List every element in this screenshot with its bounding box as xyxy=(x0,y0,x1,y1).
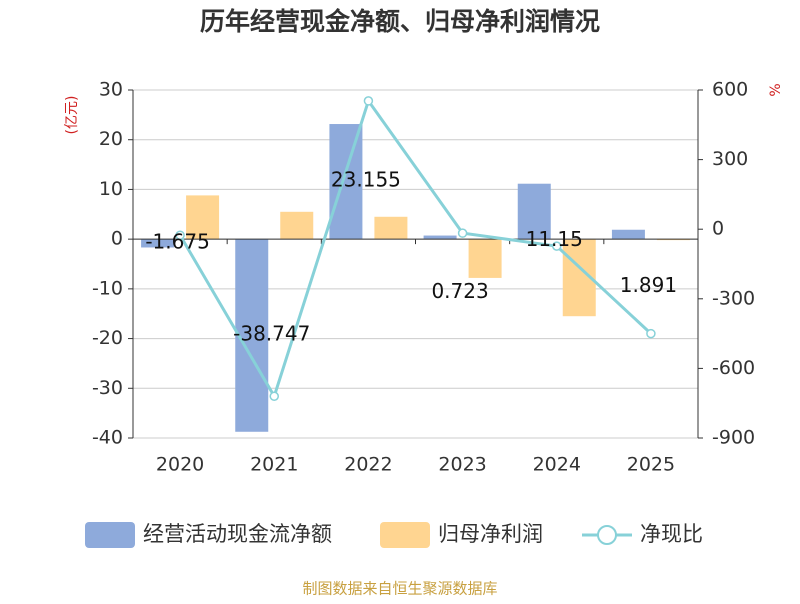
y-tick-label: 10 xyxy=(99,178,123,200)
legend-item: 净现比 xyxy=(582,522,703,546)
bar xyxy=(423,235,457,240)
legend-swatch xyxy=(380,522,430,548)
y-tick-label: 30 xyxy=(99,79,123,101)
bar xyxy=(374,216,408,240)
bar xyxy=(141,239,175,248)
y-tick-label: 20 xyxy=(99,128,123,150)
line-point xyxy=(457,228,468,238)
line-point xyxy=(552,241,562,251)
bar xyxy=(517,183,551,240)
data-label: 0.723 xyxy=(431,279,488,303)
legend-label: 经营活动现金流净额 xyxy=(143,522,332,546)
legend-swatch xyxy=(85,522,135,548)
bar xyxy=(235,239,269,432)
line-series xyxy=(178,97,652,400)
y2-tick-label: -600 xyxy=(712,357,755,379)
y-tick-label: -30 xyxy=(92,377,123,399)
bar xyxy=(280,211,314,240)
footer: 制图数据来自恒生聚源数据库 xyxy=(302,580,497,598)
y2-tick-label: 300 xyxy=(712,148,748,170)
bar xyxy=(186,195,220,240)
x-tick-label: 2021 xyxy=(250,454,298,476)
data-label: 23.155 xyxy=(331,168,401,192)
data-label: 1.891 xyxy=(620,273,677,297)
y-axis-label: (亿元) xyxy=(64,96,80,135)
legend-item: 经营活动现金流净额 xyxy=(85,522,332,548)
data-label: 11.15 xyxy=(526,227,583,251)
x-tick-label: 2024 xyxy=(533,454,581,476)
line-point xyxy=(269,391,279,401)
data-label: -1.675 xyxy=(145,230,209,254)
data-label: -38.747 xyxy=(233,321,310,345)
y2-axis-label: % xyxy=(768,83,784,96)
legend-label: 净现比 xyxy=(640,522,703,546)
line-point xyxy=(646,328,656,339)
y2-tick-label: -300 xyxy=(712,287,755,309)
y2-tick-label: 600 xyxy=(712,79,748,101)
y2-tick-label: 0 xyxy=(712,218,724,240)
line-point xyxy=(175,230,185,240)
bar xyxy=(611,229,645,240)
legend-item: 归母净利润 xyxy=(380,522,543,548)
x-tick-label: 2020 xyxy=(156,454,204,476)
chart-title: 历年经营现金净额、归母净利润情况 xyxy=(200,7,600,36)
legend-label: 归母净利润 xyxy=(438,522,543,546)
bar xyxy=(468,239,502,278)
bar xyxy=(329,124,363,240)
y2-tick-label: -900 xyxy=(712,427,755,449)
x-tick-label: 2022 xyxy=(344,454,392,476)
x-tick-label: 2025 xyxy=(627,454,675,476)
x-tick-label: 2023 xyxy=(438,454,486,476)
line-point xyxy=(363,96,374,106)
y-tick-label: -10 xyxy=(92,277,123,299)
y-tick-label: 0 xyxy=(111,228,123,250)
y-tick-label: -40 xyxy=(92,427,123,449)
y-tick-label: -20 xyxy=(92,327,123,349)
legend-swatch-point xyxy=(597,525,617,545)
